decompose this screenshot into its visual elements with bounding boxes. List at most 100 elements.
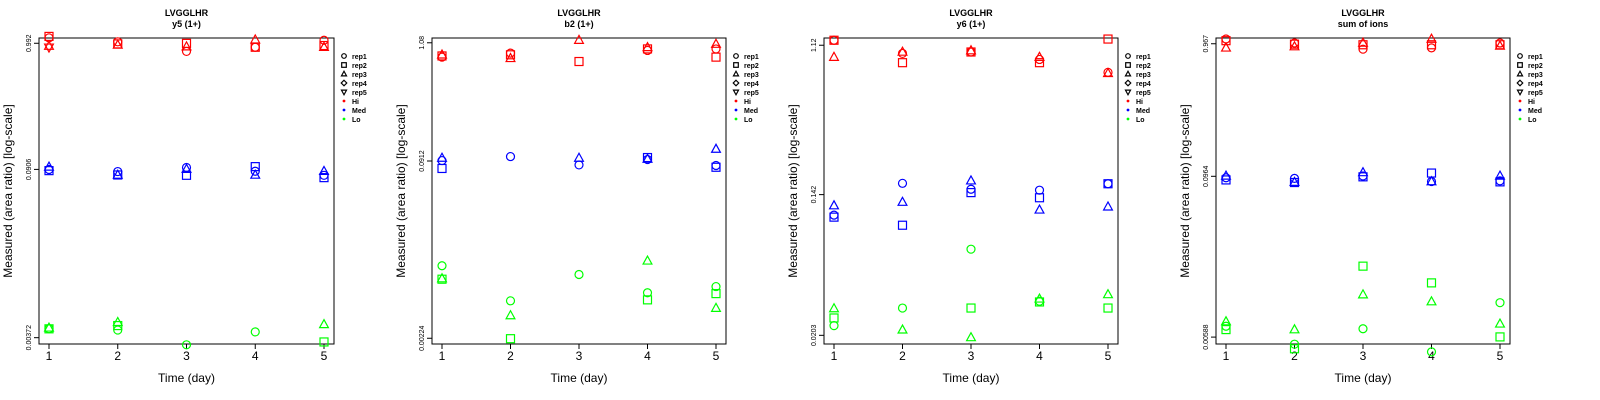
x-tick-label: 2 xyxy=(114,349,121,363)
data-point xyxy=(1034,51,1045,61)
legend-label: rep3 xyxy=(352,72,367,79)
data-point xyxy=(828,199,840,210)
data-point xyxy=(1103,179,1113,189)
data-point xyxy=(437,163,447,174)
legend-label: rep1 xyxy=(1528,54,1543,61)
legend-dot xyxy=(1518,99,1522,103)
data-point xyxy=(642,152,653,163)
x-tick-label: 4 xyxy=(644,349,651,363)
data-point xyxy=(43,321,55,332)
legend-dot xyxy=(734,99,738,103)
data-point xyxy=(249,33,261,44)
data-point xyxy=(1289,39,1300,49)
data-point xyxy=(1220,315,1232,326)
x-axis-label: Time (day) xyxy=(551,371,608,385)
data-point xyxy=(1358,324,1368,334)
data-point xyxy=(505,151,516,162)
data-point xyxy=(897,178,908,188)
data-point xyxy=(436,151,448,162)
data-point xyxy=(112,38,124,49)
x-tick-label: 5 xyxy=(321,349,328,363)
y-tick-label: 1.12 xyxy=(811,38,818,52)
x-tick-label: 3 xyxy=(576,349,583,363)
data-point xyxy=(1221,36,1231,46)
data-point xyxy=(1221,173,1231,183)
legend-marker xyxy=(341,53,347,59)
data-point xyxy=(1289,344,1300,354)
data-point xyxy=(250,166,260,176)
data-point xyxy=(897,196,908,206)
data-point xyxy=(829,35,839,45)
data-point xyxy=(181,170,192,180)
data-point xyxy=(828,51,840,61)
data-point xyxy=(1034,185,1045,195)
y-tick-label: 1.08 xyxy=(419,36,426,50)
data-point xyxy=(1103,303,1113,313)
data-point xyxy=(965,331,977,342)
x-tick-label: 2 xyxy=(1291,349,1298,363)
data-point xyxy=(1289,323,1300,334)
x-tick-label: 5 xyxy=(1105,349,1112,363)
data-point xyxy=(1102,67,1114,78)
data-point xyxy=(1426,43,1437,53)
data-point xyxy=(43,160,55,171)
y-axis-label: Measured (area ratio) [log-scale] xyxy=(1178,104,1192,277)
y-axis-label: Measured (area ratio) [log-scale] xyxy=(1,104,15,277)
x-tick-label: 3 xyxy=(1360,349,1367,363)
legend-marker xyxy=(1516,69,1524,77)
legend-label: rep5 xyxy=(1136,90,1151,97)
data-point xyxy=(437,274,447,284)
legend-label: rep4 xyxy=(1136,81,1151,88)
data-point xyxy=(711,281,721,292)
data-point xyxy=(710,143,722,153)
legend-label: rep4 xyxy=(1528,81,1543,88)
legend-marker xyxy=(1124,89,1132,97)
data-point xyxy=(505,52,516,63)
x-tick-label: 4 xyxy=(1036,349,1043,363)
data-point xyxy=(1426,295,1437,306)
legend-label: rep4 xyxy=(744,81,759,88)
y-tick-label: 0.0906 xyxy=(26,159,33,181)
legend-marker xyxy=(1516,89,1524,97)
data-point xyxy=(1426,40,1437,50)
y-tick-label: 0.00224 xyxy=(419,326,426,351)
data-point xyxy=(249,168,261,179)
legend-label: rep3 xyxy=(1528,72,1543,79)
data-point xyxy=(319,35,329,45)
legend-marker xyxy=(732,79,740,87)
legend-marker xyxy=(340,79,348,87)
data-point xyxy=(1494,317,1506,328)
chart-subtitle: y6 (1+) xyxy=(957,19,986,29)
data-point xyxy=(1494,39,1506,50)
legend-label: rep5 xyxy=(352,90,367,97)
data-point xyxy=(642,41,653,52)
chart-subtitle: y5 (1+) xyxy=(172,19,201,29)
data-point xyxy=(437,51,447,61)
data-point xyxy=(711,288,721,299)
data-point xyxy=(112,316,124,327)
data-point xyxy=(573,34,585,44)
data-point xyxy=(1289,176,1300,187)
data-point xyxy=(1426,347,1437,357)
legend-label: rep3 xyxy=(744,72,759,79)
data-point xyxy=(436,272,448,283)
legend-dot xyxy=(1518,108,1522,112)
data-point xyxy=(1357,288,1369,299)
legend-marker xyxy=(1124,79,1132,87)
legend-label: Lo xyxy=(1528,117,1537,124)
data-point xyxy=(829,212,839,222)
data-point xyxy=(505,309,516,320)
data-point xyxy=(642,288,653,298)
legend-label: Med xyxy=(1528,108,1542,115)
x-axis-label: Time (day) xyxy=(943,371,1000,385)
legend-dot xyxy=(1126,117,1130,121)
y-axis-label: Measured (area ratio) [log-scale] xyxy=(786,104,800,277)
y-tick-label: 0.967 xyxy=(1203,35,1210,53)
legend-label: Hi xyxy=(1136,99,1143,106)
data-point xyxy=(642,295,653,305)
legend-dot xyxy=(342,108,346,112)
legend-marker xyxy=(340,69,348,77)
